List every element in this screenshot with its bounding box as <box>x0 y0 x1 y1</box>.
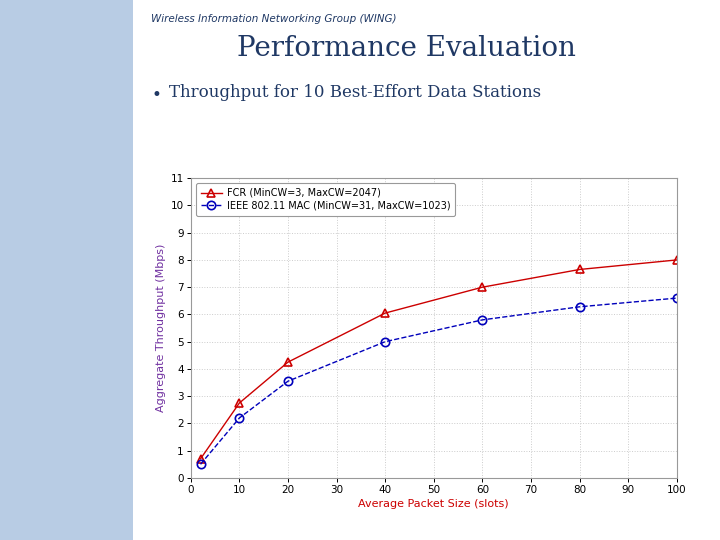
FCR (MinCW=3, MaxCW=2047) <box>235 400 243 406</box>
IEEE 802.11 MAC (MinCW=31, MaxCW=1023) <box>284 378 292 384</box>
Line: IEEE 802.11 MAC (MinCW=31, MaxCW=1023): IEEE 802.11 MAC (MinCW=31, MaxCW=1023) <box>197 294 681 468</box>
FCR (MinCW=3, MaxCW=2047) <box>284 359 292 366</box>
IEEE 802.11 MAC (MinCW=31, MaxCW=1023) <box>381 339 390 345</box>
IEEE 802.11 MAC (MinCW=31, MaxCW=1023) <box>575 303 584 310</box>
Text: Throughput for 10 Best-Effort Data Stations: Throughput for 10 Best-Effort Data Stati… <box>169 84 541 100</box>
Text: •: • <box>151 86 161 104</box>
FCR (MinCW=3, MaxCW=2047) <box>196 456 205 462</box>
IEEE 802.11 MAC (MinCW=31, MaxCW=1023) <box>478 316 487 323</box>
Text: Wireless Information Networking Group (WING): Wireless Information Networking Group (W… <box>151 14 397 24</box>
Y-axis label: Aggregate Throughput (Mbps): Aggregate Throughput (Mbps) <box>156 244 166 412</box>
FCR (MinCW=3, MaxCW=2047) <box>672 256 681 263</box>
X-axis label: Average Packet Size (slots): Average Packet Size (slots) <box>359 499 509 509</box>
IEEE 802.11 MAC (MinCW=31, MaxCW=1023) <box>196 461 205 468</box>
Legend: FCR (MinCW=3, MaxCW=2047), IEEE 802.11 MAC (MinCW=31, MaxCW=1023): FCR (MinCW=3, MaxCW=2047), IEEE 802.11 M… <box>196 183 455 215</box>
IEEE 802.11 MAC (MinCW=31, MaxCW=1023) <box>672 295 681 301</box>
FCR (MinCW=3, MaxCW=2047) <box>381 310 390 316</box>
Text: Performance Evaluation: Performance Evaluation <box>238 35 576 62</box>
FCR (MinCW=3, MaxCW=2047) <box>478 284 487 291</box>
IEEE 802.11 MAC (MinCW=31, MaxCW=1023) <box>235 415 243 421</box>
Line: FCR (MinCW=3, MaxCW=2047): FCR (MinCW=3, MaxCW=2047) <box>197 256 681 463</box>
FCR (MinCW=3, MaxCW=2047) <box>575 266 584 273</box>
